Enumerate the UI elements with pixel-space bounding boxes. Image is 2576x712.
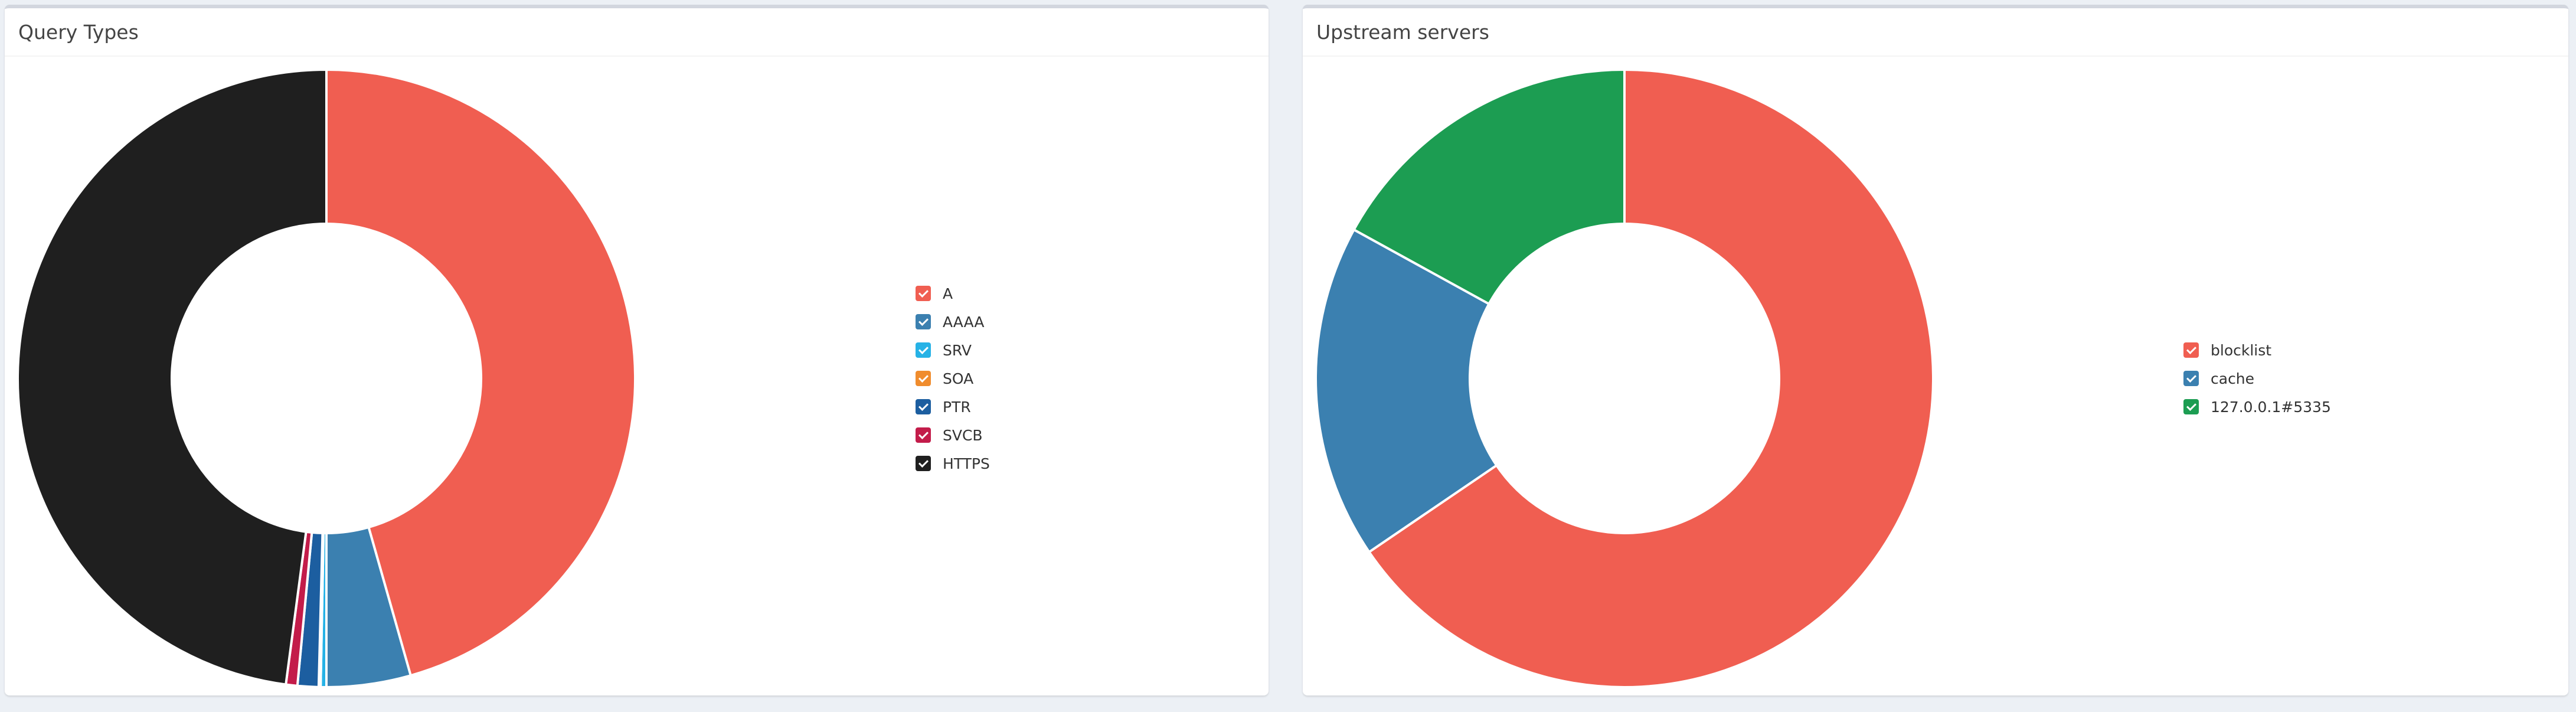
checkbox-checked-icon[interactable] — [916, 314, 931, 329]
query-types-legend-label: HTTPS — [943, 455, 990, 472]
checkbox-checked-icon[interactable] — [2183, 399, 2199, 414]
query-types-legend: A AAAA SRV SOA PTR SVCB HTTPS — [916, 279, 990, 478]
query-types-legend-item-soa[interactable]: SOA — [916, 364, 990, 393]
upstream-servers-legend-label: blocklist — [2211, 341, 2272, 359]
query-types-panel: Query Types A AAAA SRV SOA PTR SVCB HTTPS — [5, 5, 1269, 695]
query-types-legend-label: PTR — [943, 398, 971, 416]
checkbox-checked-icon[interactable] — [916, 342, 931, 358]
checkbox-checked-icon[interactable] — [2183, 342, 2199, 358]
upstream-servers-body: blocklist cache 127.0.0.1#5335 — [1303, 57, 2568, 692]
checkbox-checked-icon[interactable] — [916, 286, 931, 301]
query-types-legend-item-ptr[interactable]: PTR — [916, 393, 990, 421]
query-types-slice-https[interactable] — [17, 68, 328, 686]
query-types-legend-label: SOA — [943, 370, 974, 387]
upstream-servers-slice-127-0-0-1-5335[interactable] — [1352, 68, 1626, 306]
query-types-slice-a[interactable] — [325, 68, 636, 677]
upstream-servers-slice-blocklist[interactable] — [1367, 68, 1934, 688]
query-types-legend-label: SVCB — [943, 426, 983, 444]
checkbox-checked-icon[interactable] — [916, 399, 931, 414]
checkbox-checked-icon[interactable] — [916, 456, 931, 471]
upstream-servers-panel: Upstream servers blocklist cache 127.0.0.1… — [1303, 5, 2568, 695]
checkbox-checked-icon[interactable] — [2183, 371, 2199, 386]
checkbox-checked-icon[interactable] — [916, 371, 931, 386]
upstream-servers-legend-item-127-0-0-1-5335[interactable]: 127.0.0.1#5335 — [2183, 393, 2331, 421]
query-types-legend-item-https[interactable]: HTTPS — [916, 449, 990, 478]
query-types-legend-item-svcb[interactable]: SVCB — [916, 421, 990, 449]
query-types-header: Query Types — [5, 8, 1269, 57]
query-types-legend-label: SRV — [943, 341, 972, 359]
upstream-servers-donut-chart — [1315, 68, 1934, 688]
query-types-legend-item-aaaa[interactable]: AAAA — [916, 308, 990, 336]
checkbox-checked-icon[interactable] — [916, 427, 931, 443]
query-types-legend-label: A — [943, 285, 953, 302]
upstream-servers-legend-label: 127.0.0.1#5335 — [2211, 398, 2331, 416]
query-types-body: A AAAA SRV SOA PTR SVCB HTTPS — [5, 57, 1269, 692]
query-types-legend-item-srv[interactable]: SRV — [916, 336, 990, 364]
query-types-legend-item-a[interactable]: A — [916, 279, 990, 308]
upstream-servers-slice-cache[interactable] — [1315, 228, 1499, 554]
upstream-servers-header: Upstream servers — [1303, 8, 2568, 57]
upstream-servers-title: Upstream servers — [1316, 20, 1489, 44]
upstream-servers-legend-item-cache[interactable]: cache — [2183, 364, 2331, 393]
query-types-donut-chart — [17, 68, 636, 688]
query-types-title: Query Types — [18, 20, 139, 44]
upstream-servers-legend-item-blocklist[interactable]: blocklist — [2183, 336, 2331, 364]
upstream-servers-legend-label: cache — [2211, 370, 2255, 387]
query-types-legend-label: AAAA — [943, 313, 985, 331]
upstream-servers-legend: blocklist cache 127.0.0.1#5335 — [2183, 336, 2331, 421]
